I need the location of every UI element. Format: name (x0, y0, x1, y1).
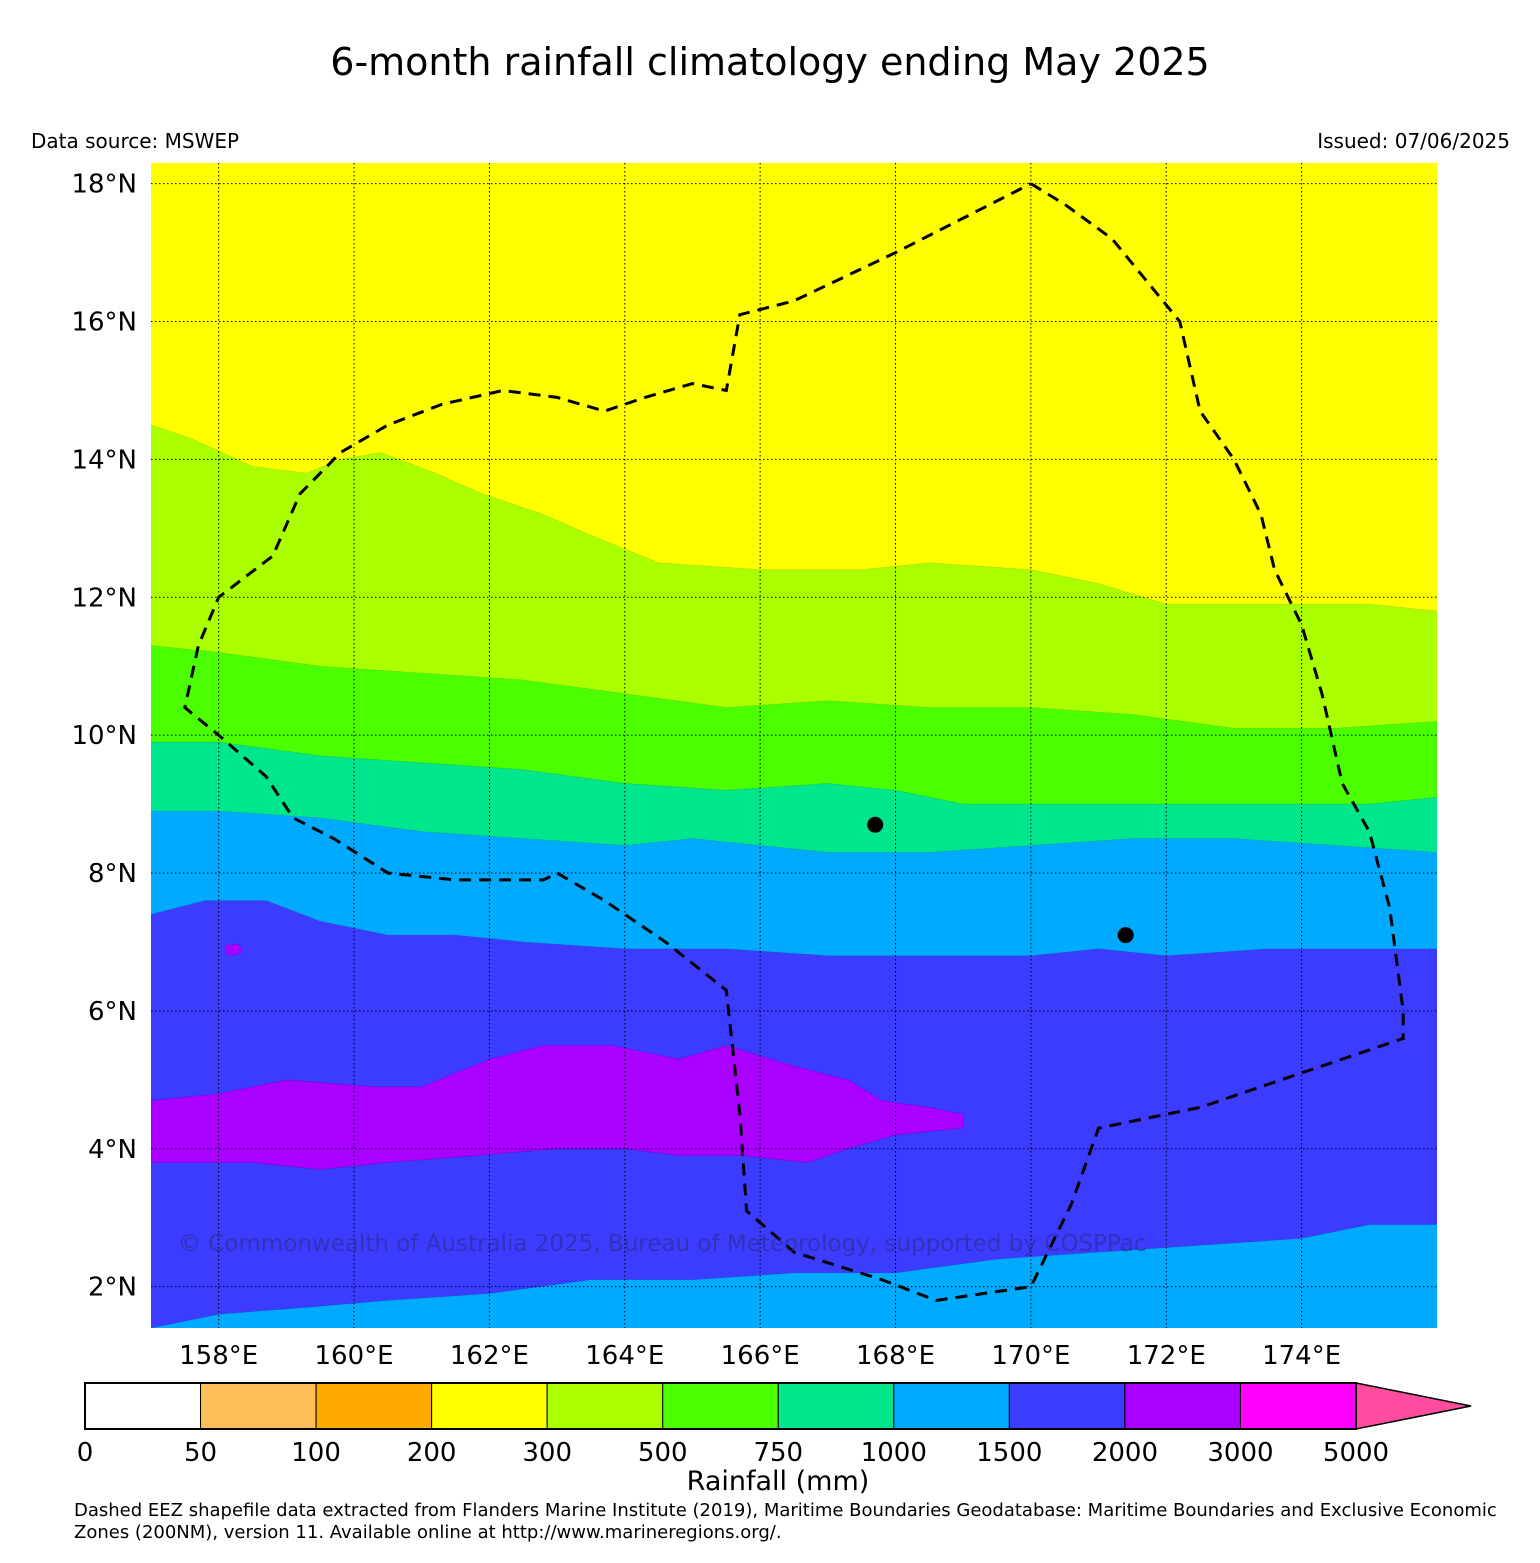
colorbar-label: Rainfall (mm) (687, 1466, 870, 1495)
rain-band-5 (151, 1224, 1437, 1328)
colorbar-tick-label: 300 (522, 1438, 572, 1468)
colorbar-swatch (1239, 1382, 1357, 1430)
colorbar-tick-label: 100 (291, 1438, 341, 1468)
colorbar-tick-label: 1000 (861, 1438, 927, 1468)
lat-tick-label: 4°N (88, 1135, 137, 1165)
lat-tick-label: 2°N (88, 1273, 137, 1303)
colorbar-tick-label: 50 (184, 1438, 217, 1468)
lat-tick-label: 12°N (71, 583, 137, 613)
colorbar-swatch (1124, 1382, 1241, 1430)
rain-blob-1 (225, 943, 243, 957)
colorbar-tick-label: 750 (753, 1438, 803, 1468)
eez-line (183, 182, 1405, 1302)
colorbar-swatch (893, 1382, 1010, 1430)
rainfall-map: © Commonwealth of Australia 2025, Bureau… (71, 163, 1472, 1495)
colorbar-swatch (546, 1382, 664, 1430)
station-marker-0 (867, 816, 884, 833)
colorbar-tick-label: 0 (77, 1438, 94, 1468)
latitude-tick-labels: 2°N 4°N 6°N 8°N 10°N 12°N 14°N 16°N 18°N (71, 170, 137, 1303)
lon-tick-label: 168°E (856, 1341, 935, 1371)
lat-tick-label: 14°N (71, 445, 137, 475)
lat-tick-label: 10°N (71, 721, 137, 751)
colorbar-swatch (431, 1382, 548, 1430)
colorbar-tick-label: 2000 (1092, 1438, 1158, 1468)
colorbar-tick-label: 1500 (976, 1438, 1042, 1468)
lon-tick-label: 172°E (1127, 1341, 1206, 1371)
eez-source-note: Dashed EEZ shapefile data extracted from… (74, 1500, 1497, 1543)
station-marker-1 (1117, 927, 1134, 944)
longitude-tick-labels: 158°E 160°E 162°E 164°E 166°E 168°E 170°E 172°E… (179, 1341, 1341, 1371)
lon-tick-label: 160°E (315, 1341, 394, 1371)
colorbar-swatch (84, 1382, 202, 1430)
colorbar-swatch (200, 1382, 317, 1430)
issued-date-label: Issued: 07/06/2025 (1317, 129, 1510, 153)
station-markers (867, 816, 1134, 944)
lat-tick-label: 8°N (88, 859, 137, 889)
colorbar-extend-arrow (1355, 1382, 1472, 1430)
lon-tick-label: 166°E (721, 1341, 800, 1371)
lon-tick-label: 170°E (991, 1341, 1070, 1371)
eez-boundary (183, 182, 1405, 1302)
colorbar-tick-label: 5000 (1323, 1438, 1389, 1468)
data-source-label: Data source: MSWEP (31, 129, 240, 153)
colorbar-tick-label: 500 (638, 1438, 688, 1468)
lat-tick-label: 18°N (71, 170, 137, 200)
lon-tick-label: 174°E (1262, 1341, 1341, 1371)
colorbar-frame (84, 1382, 1357, 1430)
lat-tick-label: 6°N (88, 997, 137, 1027)
colorbar-swatch (315, 1382, 433, 1430)
copyright-watermark: © Commonwealth of Australia 2025, Bureau… (178, 1231, 1147, 1257)
lon-tick-label: 164°E (585, 1341, 664, 1371)
colorbar-tick-label: 200 (407, 1438, 457, 1468)
map-title: 6-month rainfall climatology ending May … (330, 40, 1210, 84)
lon-tick-label: 158°E (179, 1341, 258, 1371)
colorbar-tick-label: 3000 (1207, 1438, 1273, 1468)
colorbar-swatch (777, 1382, 895, 1430)
lat-tick-label: 16°N (71, 308, 137, 338)
colorbar-swatch (662, 1382, 779, 1430)
colorbar-swatch (1008, 1382, 1126, 1430)
lon-tick-label: 162°E (450, 1341, 529, 1371)
colorbar: 0 50 100 200 300 500 750 1000 1500 2000 3000 5000 (77, 1382, 1472, 1468)
plot-area (151, 163, 1437, 1328)
